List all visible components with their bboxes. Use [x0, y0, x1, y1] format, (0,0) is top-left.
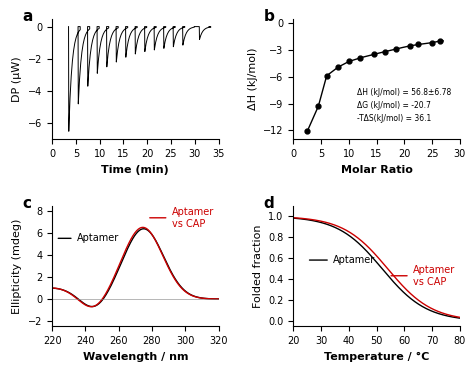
Text: a: a [22, 9, 33, 24]
Text: Aptamer
vs CAP: Aptamer vs CAP [172, 207, 214, 229]
Y-axis label: DP (μW): DP (μW) [12, 56, 22, 102]
X-axis label: Wavelength / nm: Wavelength / nm [82, 352, 188, 362]
Text: d: d [264, 196, 274, 211]
Text: c: c [22, 196, 31, 211]
Y-axis label: Ellipticity (mdeg): Ellipticity (mdeg) [12, 219, 22, 314]
Text: b: b [264, 9, 274, 24]
X-axis label: Time (min): Time (min) [101, 165, 169, 175]
X-axis label: Temperature / °C: Temperature / °C [324, 352, 429, 362]
Text: ΔH (kJ/mol) = 56.8±6.78
ΔG (kJ/mol) = -20.7
-TΔS(kJ/mol) = 36.1: ΔH (kJ/mol) = 56.8±6.78 ΔG (kJ/mol) = -2… [356, 88, 451, 123]
Text: Aptamer: Aptamer [77, 233, 119, 243]
X-axis label: Molar Ratio: Molar Ratio [341, 165, 412, 175]
Y-axis label: ΔH (kJ/mol): ΔH (kJ/mol) [247, 48, 257, 110]
Text: Aptamer
vs CAP: Aptamer vs CAP [413, 265, 456, 286]
Y-axis label: Folded fraction: Folded fraction [253, 224, 263, 308]
Text: Aptamer: Aptamer [333, 255, 375, 265]
